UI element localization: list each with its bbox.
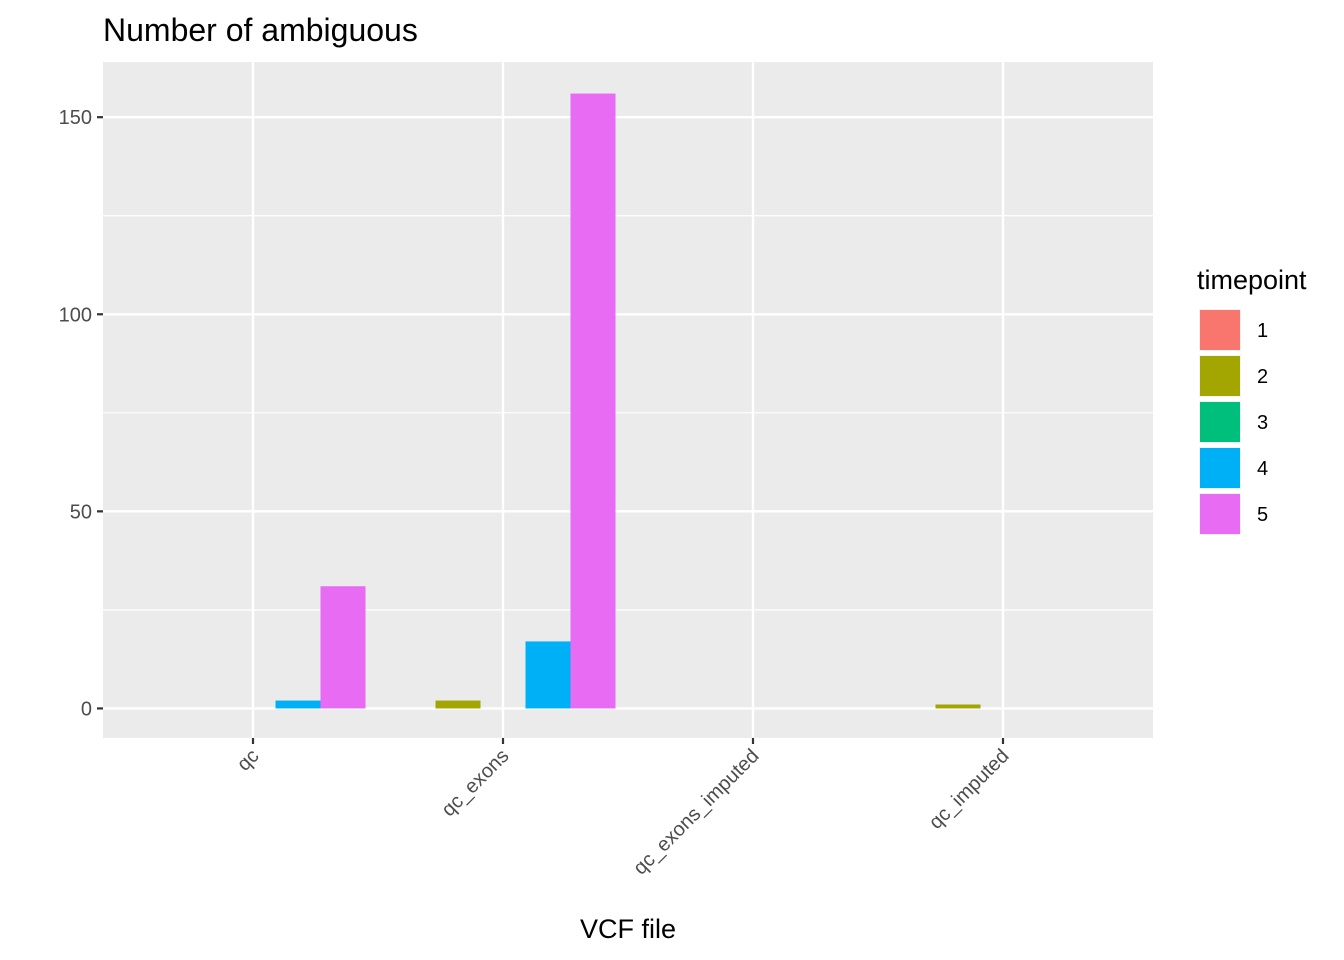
bar — [435, 700, 481, 709]
legend-swatch — [1200, 448, 1240, 488]
bar — [935, 704, 981, 709]
bar — [525, 641, 571, 709]
x-tick-label: qc_imputed — [925, 745, 1014, 834]
legend-swatch — [1200, 356, 1240, 396]
x-tick-label: qc_exons — [437, 745, 513, 821]
legend-swatch — [1200, 494, 1240, 534]
x-axis-title: VCF file — [580, 914, 676, 944]
chart-title: Number of ambiguous — [103, 12, 418, 48]
bar — [320, 586, 366, 709]
legend-label: 4 — [1257, 458, 1268, 480]
legend-label: 3 — [1257, 412, 1268, 434]
legend-items: 1 2 3 4 5 — [1199, 309, 1268, 535]
legend: timepoint 1 2 3 4 5 — [1197, 265, 1307, 535]
legend-label: 2 — [1257, 366, 1268, 388]
minor-gridlines — [103, 215, 1153, 611]
y-tick-label: 100 — [59, 304, 92, 326]
plot-panel — [103, 62, 1153, 738]
y-tick-label: 50 — [70, 501, 92, 523]
y-axis: 0 50 100 150 — [59, 107, 103, 720]
legend-label: 5 — [1257, 504, 1268, 526]
legend-label: 1 — [1257, 320, 1268, 342]
bar — [570, 93, 616, 709]
legend-swatch — [1200, 402, 1240, 442]
legend-swatch — [1200, 310, 1240, 350]
bar — [275, 700, 321, 709]
x-tick-label: qc — [233, 745, 263, 775]
y-tick-label: 150 — [59, 107, 92, 129]
bars — [275, 93, 981, 709]
x-axis: qc qc_exons qc_exons_imputed qc_imputed — [233, 738, 1014, 879]
y-tick-label: 0 — [81, 698, 92, 720]
legend-title: timepoint — [1197, 265, 1307, 295]
x-tick-label: qc_exons_imputed — [629, 745, 763, 879]
